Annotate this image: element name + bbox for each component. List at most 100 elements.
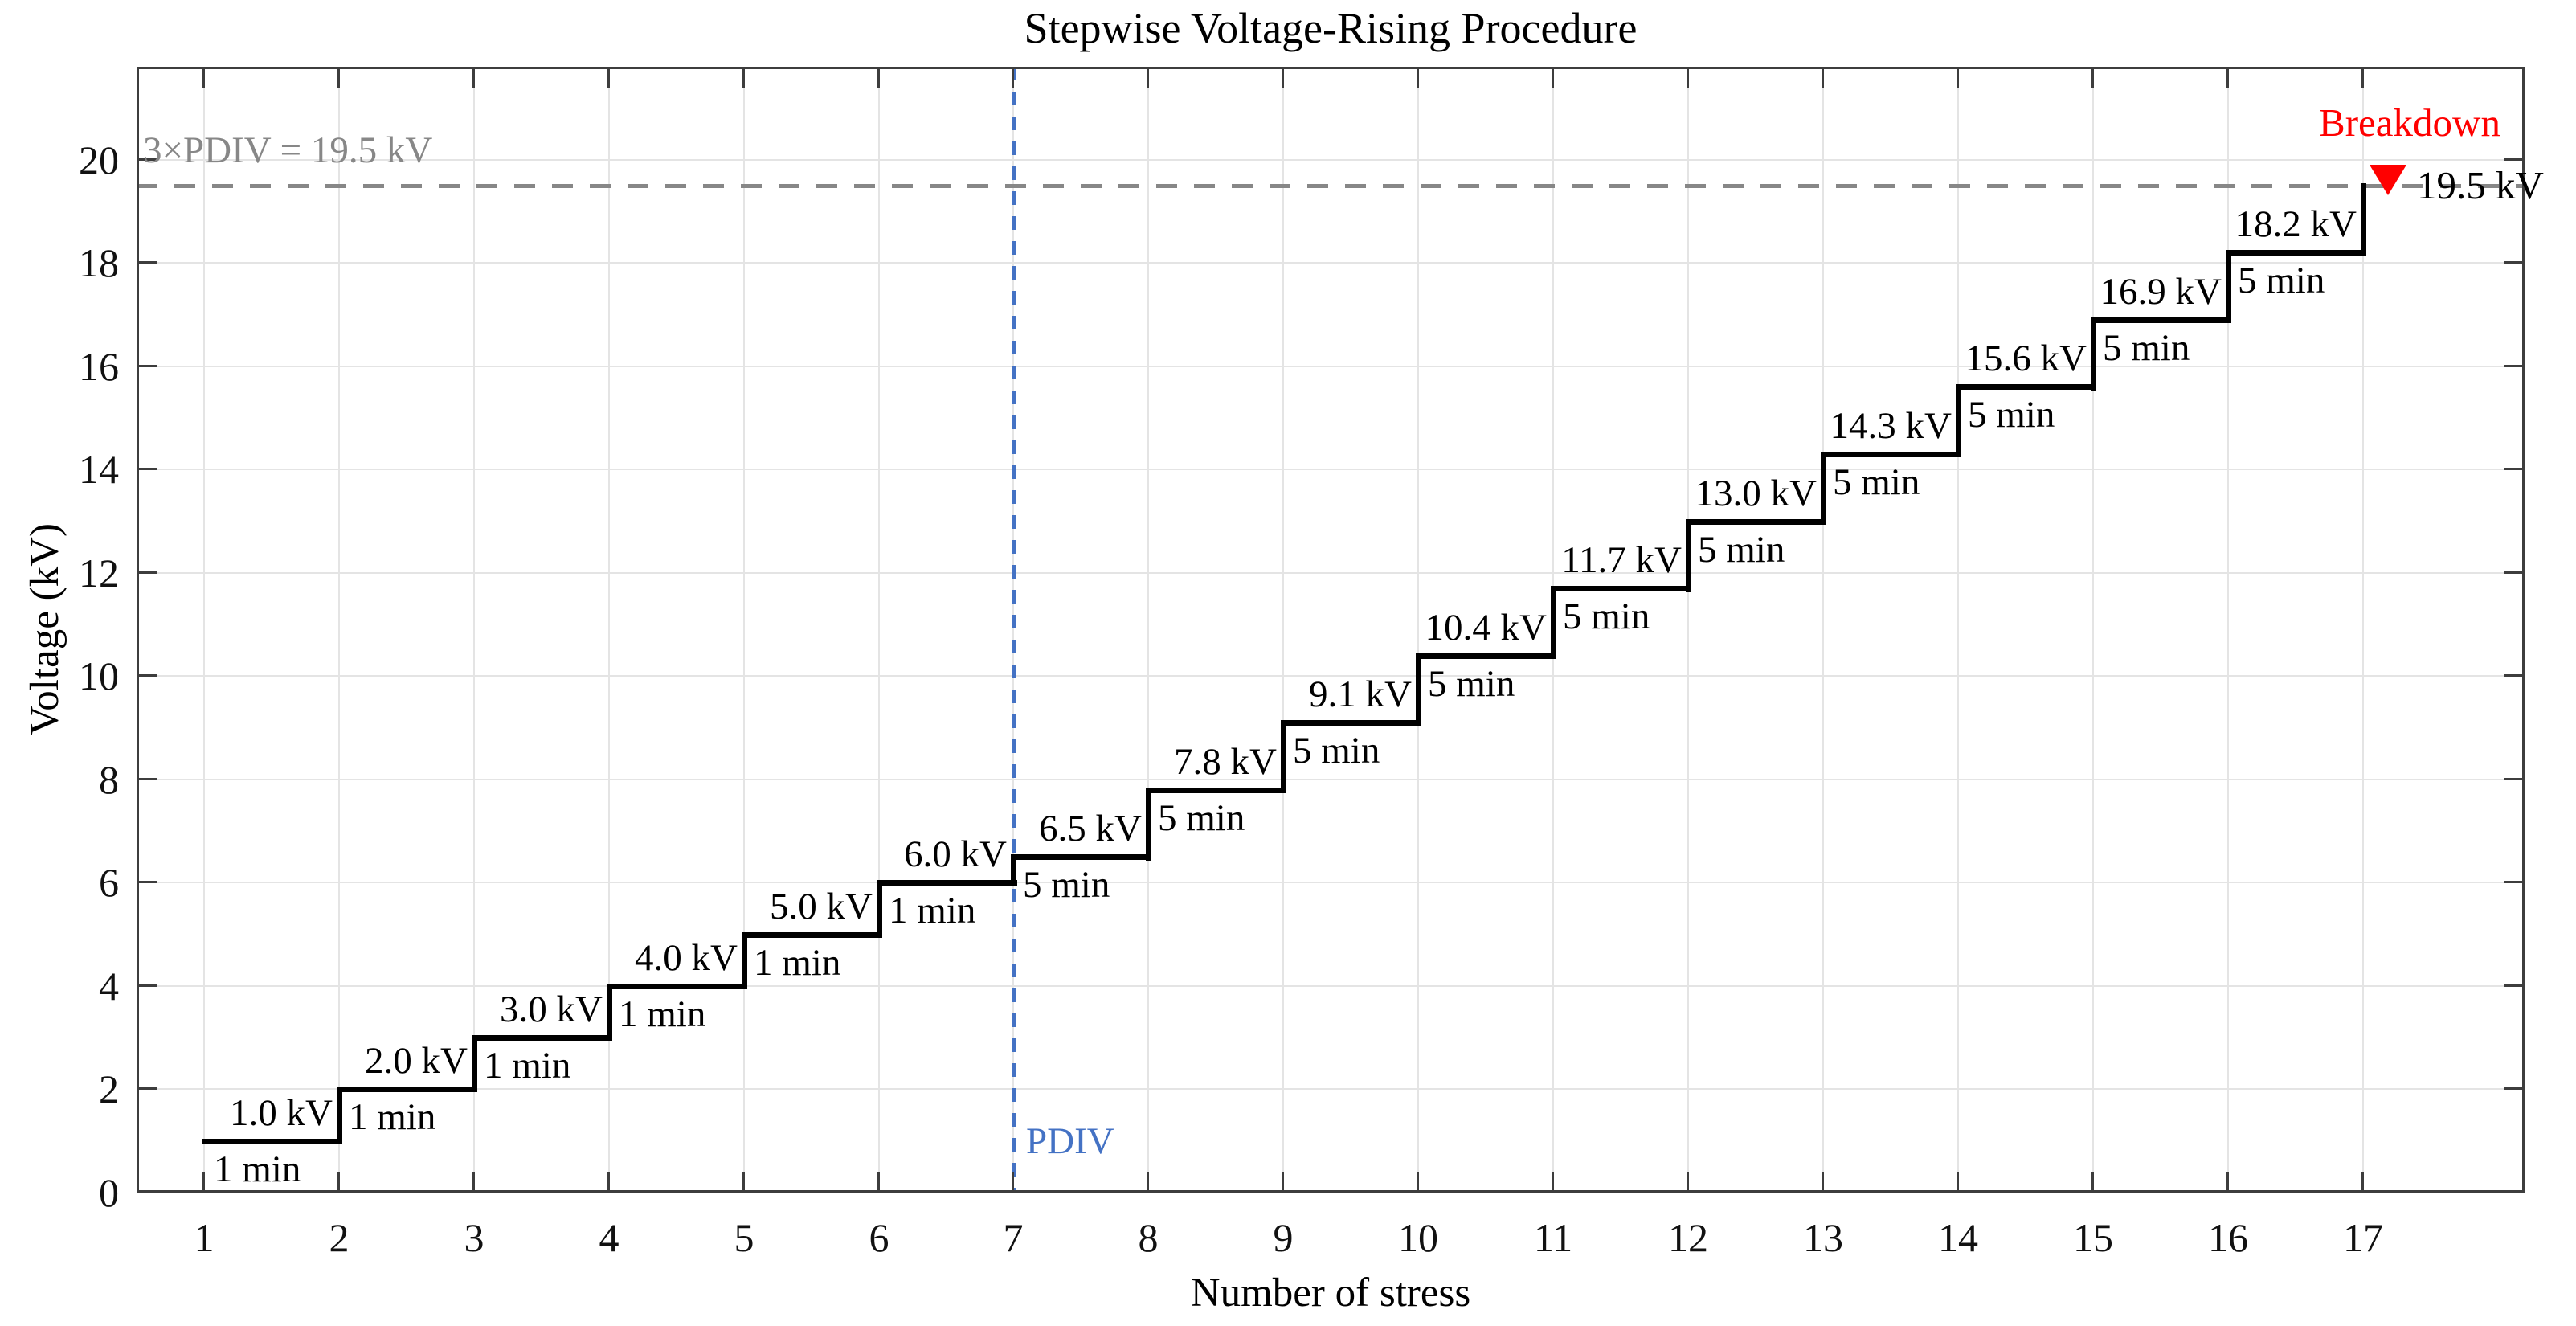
x-axis-tick bbox=[472, 1172, 475, 1193]
step-voltage-label: 15.6 kV bbox=[1965, 338, 2087, 379]
step-segment bbox=[2091, 317, 2231, 323]
gridline-vertical bbox=[1957, 67, 1959, 1193]
breakdown-marker-icon bbox=[2370, 165, 2406, 195]
step-riser bbox=[1281, 720, 1286, 793]
chart-title: Stepwise Voltage-Rising Procedure bbox=[1024, 4, 1638, 52]
y-axis-label: Voltage (kV) bbox=[22, 523, 67, 735]
step-segment bbox=[1416, 653, 1556, 659]
x-axis-tick-top bbox=[877, 67, 880, 88]
gridline-vertical bbox=[1417, 67, 1419, 1193]
gridline-vertical bbox=[338, 67, 340, 1193]
step-riser-final bbox=[2361, 183, 2366, 256]
x-axis-tick-top bbox=[1282, 67, 1284, 88]
gridline-horizontal bbox=[137, 882, 2525, 883]
step-riser bbox=[472, 1035, 477, 1092]
y-axis-tick bbox=[137, 261, 157, 264]
y-axis-tick bbox=[137, 1191, 157, 1193]
gridline-vertical bbox=[1147, 67, 1149, 1193]
x-axis-tick-top bbox=[1147, 67, 1149, 88]
y-axis-tick bbox=[137, 571, 157, 574]
pdiv-line bbox=[1012, 67, 1016, 1193]
y-axis-tick-right bbox=[2504, 778, 2525, 780]
x-tick-label: 13 bbox=[1803, 1215, 1843, 1260]
y-tick-label: 0 bbox=[99, 1170, 119, 1215]
y-axis-tick bbox=[137, 778, 157, 780]
x-axis-tick bbox=[1822, 1172, 1824, 1193]
y-tick-label: 14 bbox=[79, 447, 119, 492]
step-duration-label: 5 min bbox=[2238, 260, 2325, 301]
gridline-vertical bbox=[2362, 67, 2364, 1193]
y-tick-label: 12 bbox=[79, 550, 119, 595]
y-axis-tick-right bbox=[2504, 468, 2525, 470]
step-voltage-label: 3.0 kV bbox=[500, 988, 603, 1030]
y-tick-label: 4 bbox=[99, 964, 119, 1009]
step-riser bbox=[1551, 586, 1556, 659]
y-axis-tick-right bbox=[2504, 261, 2525, 264]
x-tick-label: 2 bbox=[329, 1215, 350, 1260]
step-duration-label: 5 min bbox=[1293, 730, 1380, 771]
step-duration-label: 5 min bbox=[1023, 864, 1110, 906]
step-duration-label: 1 min bbox=[484, 1045, 571, 1087]
step-riser bbox=[1011, 854, 1016, 886]
y-axis-tick-right bbox=[2504, 365, 2525, 367]
step-segment bbox=[1821, 452, 1961, 457]
step-riser bbox=[337, 1087, 342, 1144]
step-duration-label: 5 min bbox=[1968, 394, 2055, 436]
step-segment bbox=[1011, 854, 1151, 860]
x-tick-label: 4 bbox=[599, 1215, 619, 1260]
step-duration-label: 5 min bbox=[1698, 529, 1785, 571]
step-voltage-label: 14.3 kV bbox=[1830, 405, 1952, 447]
y-axis-tick bbox=[137, 365, 157, 367]
gridline-horizontal bbox=[137, 366, 2525, 367]
y-tick-label: 16 bbox=[79, 344, 119, 389]
x-tick-label: 12 bbox=[1668, 1215, 1708, 1260]
x-tick-label: 1 bbox=[194, 1215, 215, 1260]
x-tick-label: 6 bbox=[869, 1215, 889, 1260]
x-axis-tick-top bbox=[337, 67, 340, 88]
pdiv-label: PDIV bbox=[1026, 1120, 1114, 1162]
step-voltage-label: 10.4 kV bbox=[1425, 607, 1547, 649]
step-segment bbox=[337, 1087, 477, 1092]
x-axis-tick bbox=[742, 1172, 745, 1193]
step-voltage-label: 13.0 kV bbox=[1695, 473, 1817, 514]
x-axis-tick bbox=[1417, 1172, 1419, 1193]
x-axis-tick bbox=[202, 1172, 205, 1193]
step-segment bbox=[1281, 720, 1421, 726]
x-axis-tick bbox=[1687, 1172, 1689, 1193]
y-axis-tick bbox=[137, 1087, 157, 1090]
step-voltage-label: 11.7 kV bbox=[1561, 539, 1682, 581]
gridline-vertical bbox=[878, 67, 880, 1193]
x-axis-tick-top bbox=[607, 67, 610, 88]
gridline-vertical bbox=[473, 67, 475, 1193]
x-tick-label: 5 bbox=[734, 1215, 754, 1260]
step-duration-label: 1 min bbox=[889, 890, 976, 931]
gridline-horizontal bbox=[137, 572, 2525, 574]
gridline-vertical bbox=[203, 67, 205, 1193]
y-tick-label: 8 bbox=[99, 757, 119, 802]
step-duration-label: 5 min bbox=[1428, 663, 1515, 705]
step-riser bbox=[1146, 788, 1151, 861]
step-voltage-label: 6.0 kV bbox=[904, 833, 1007, 875]
breakdown-label: Breakdown bbox=[2319, 100, 2500, 145]
y-tick-label: 18 bbox=[79, 240, 119, 285]
step-duration-label: 1 min bbox=[214, 1148, 301, 1190]
step-voltage-label: 1.0 kV bbox=[230, 1092, 333, 1134]
y-axis-tick bbox=[137, 468, 157, 470]
x-axis-tick bbox=[1552, 1172, 1554, 1193]
limit-line-label: 3×PDIV = 19.5 kV bbox=[143, 129, 433, 171]
gridline-vertical bbox=[743, 67, 745, 1193]
y-axis-tick-right bbox=[2504, 1087, 2525, 1090]
gridline-horizontal bbox=[137, 262, 2525, 264]
x-tick-label: 9 bbox=[1273, 1215, 1294, 1260]
x-axis-tick-top bbox=[2361, 67, 2364, 88]
y-axis-tick-right bbox=[2504, 674, 2525, 677]
step-segment bbox=[607, 984, 747, 989]
step-duration-label: 5 min bbox=[1563, 595, 1650, 637]
x-tick-label: 16 bbox=[2208, 1215, 2248, 1260]
x-tick-label: 3 bbox=[464, 1215, 485, 1260]
x-axis-tick-top bbox=[1417, 67, 1419, 88]
step-voltage-label: 7.8 kV bbox=[1174, 741, 1277, 783]
breakdown-voltage-label: 19.5 kV bbox=[2417, 163, 2544, 207]
